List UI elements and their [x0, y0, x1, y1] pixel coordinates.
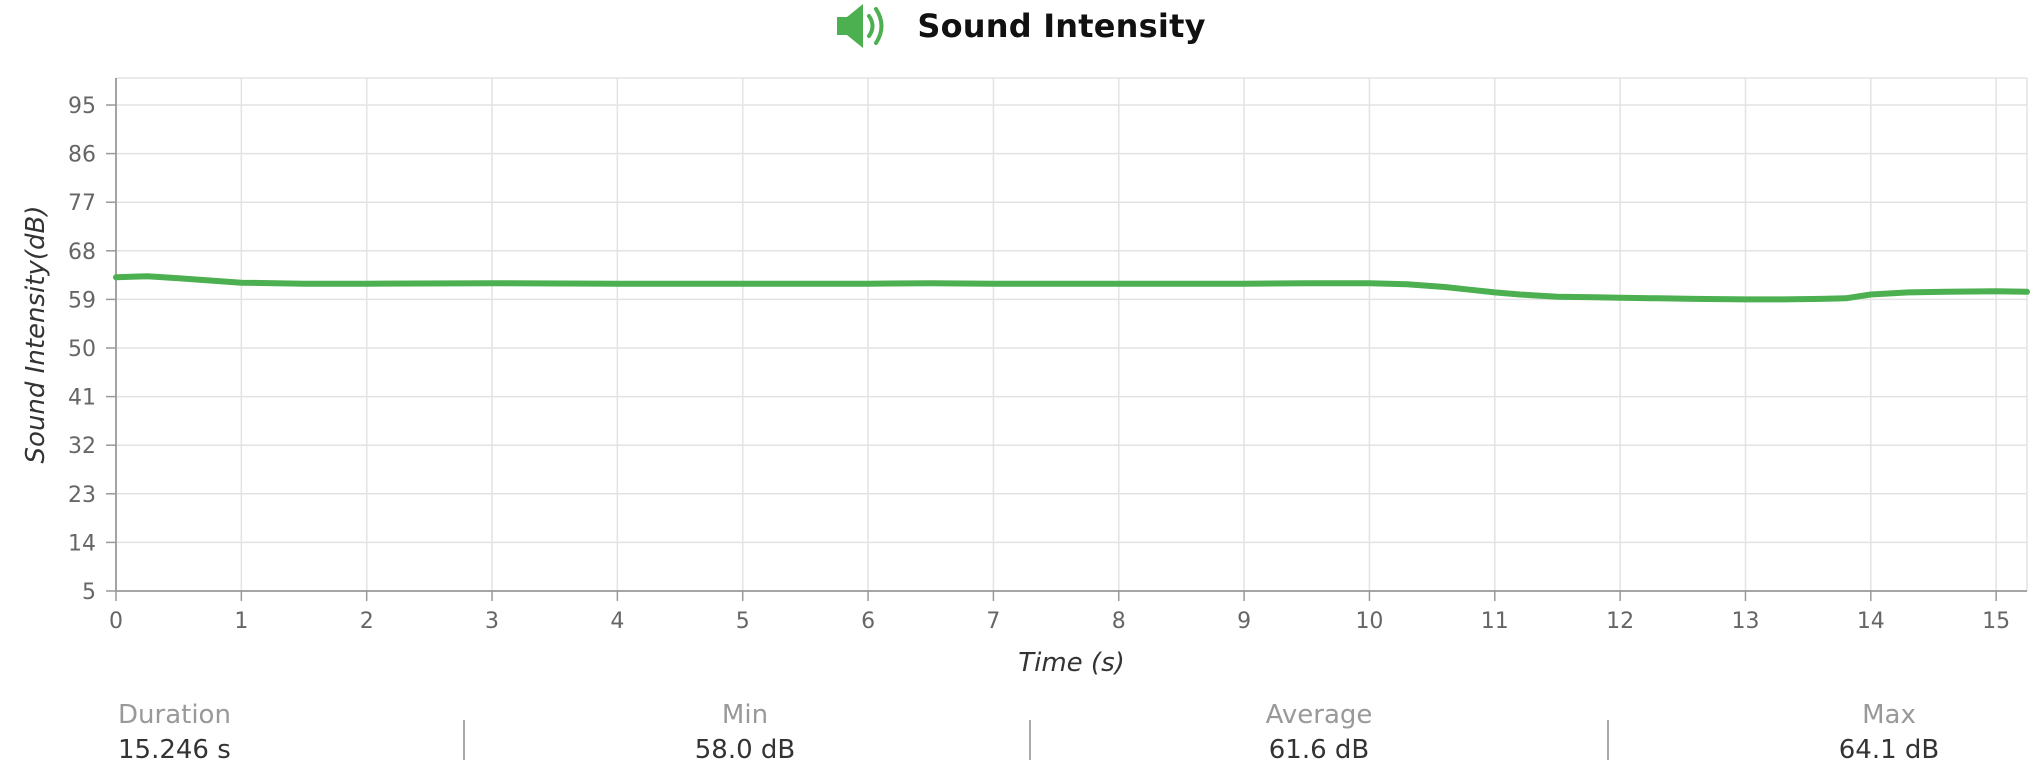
stat-min: Min 58.0 dB — [690, 698, 800, 768]
series-layer — [113, 273, 2030, 303]
stat-label: Min — [721, 700, 769, 730]
x-tick-label: 2 — [360, 609, 374, 634]
x-tick-label: 11 — [1481, 609, 1509, 634]
chart-title: Sound Intensity — [917, 7, 1206, 45]
x-tick-label: 14 — [1857, 609, 1885, 634]
stat-average: Average 61.6 dB — [1259, 698, 1379, 768]
y-tick-label: 41 — [68, 386, 96, 411]
x-tick-label: 4 — [610, 609, 624, 634]
x-tick-label: 1 — [234, 609, 248, 634]
x-tick-label: 3 — [485, 609, 499, 634]
x-tick-label: 5 — [736, 609, 750, 634]
y-tick-label: 59 — [68, 288, 96, 313]
y-tick-label: 86 — [68, 143, 96, 168]
stat-max: Max 64.1 dB — [1834, 698, 1944, 768]
stat-value: 58.0 dB — [694, 735, 796, 765]
y-tick-label: 77 — [68, 191, 96, 216]
stat-divider — [1029, 720, 1031, 760]
stat-divider — [463, 720, 465, 760]
x-tick-label: 8 — [1112, 609, 1126, 634]
stat-label: Duration — [118, 700, 231, 730]
x-axis-title: Time (s) — [1018, 648, 1125, 678]
x-tick-label: 6 — [861, 609, 875, 634]
stat-duration: Duration 15.246 s — [118, 698, 231, 768]
y-tick-label: 14 — [68, 531, 96, 556]
stat-label: Max — [1862, 700, 1916, 730]
x-tick-label: 10 — [1355, 609, 1383, 634]
x-tick-label: 7 — [986, 609, 1000, 634]
stat-value: 61.6 dB — [1268, 735, 1370, 765]
series-line — [113, 273, 2030, 303]
y-axis-title: Sound Intensity(dB) — [21, 206, 51, 464]
y-tick-label: 32 — [68, 434, 96, 459]
x-tick-label: 9 — [1237, 609, 1251, 634]
y-tick-label: 95 — [68, 94, 96, 119]
y-tick-label: 50 — [68, 337, 96, 362]
axes — [106, 78, 2027, 601]
stat-divider — [1607, 720, 1609, 760]
stat-value: 15.246 s — [118, 735, 231, 765]
stat-value: 64.1 dB — [1838, 735, 1940, 765]
stat-label: Average — [1265, 700, 1373, 730]
y-tick-label: 68 — [68, 240, 96, 265]
chart-header: Sound Intensity — [0, 0, 2039, 52]
stats-bar: Duration 15.246 s Min 58.0 dB Average 61… — [0, 698, 2039, 782]
y-tick-label: 23 — [68, 483, 96, 508]
y-tick-label: 5 — [82, 580, 96, 605]
x-tick-label: 15 — [1982, 609, 2010, 634]
x-tick-label: 13 — [1731, 609, 1759, 634]
grid — [116, 77, 2028, 591]
x-tick-label: 12 — [1606, 609, 1634, 634]
x-tick-label: 0 — [109, 609, 123, 634]
speaker-volume-icon — [837, 4, 884, 48]
